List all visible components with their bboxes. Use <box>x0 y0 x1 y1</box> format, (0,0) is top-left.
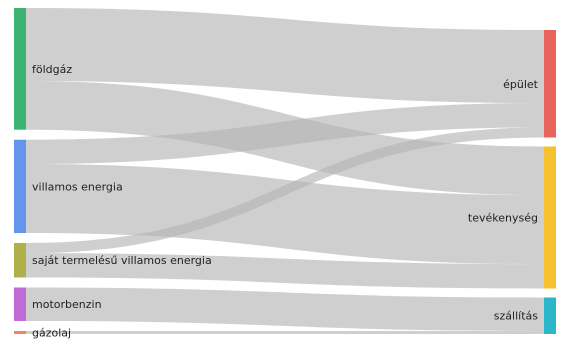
link-villamos-tevekenyseg[interactable] <box>26 164 544 265</box>
node-label-foldgaz: földgáz <box>32 63 72 76</box>
node-tevekenyseg[interactable] <box>544 146 556 289</box>
node-motorbenzin[interactable] <box>14 287 26 321</box>
link-villamos-epulet[interactable] <box>26 103 544 165</box>
sankey-labels: földgáz villamos energia saját termelésű v… <box>32 63 539 340</box>
node-label-motorbenzin: motorbenzin <box>32 298 102 311</box>
node-sajat[interactable] <box>14 243 26 278</box>
node-label-villamos: villamos energia <box>32 180 123 193</box>
node-villamos[interactable] <box>14 139 26 234</box>
sankey-nodes <box>14 8 556 334</box>
link-gazolaj-szallitas[interactable] <box>26 330 544 334</box>
node-label-epulet: épület <box>503 78 539 91</box>
node-gazolaj[interactable] <box>14 330 26 334</box>
sankey-links <box>26 8 544 334</box>
node-label-szallitas: szállítás <box>494 310 538 323</box>
link-foldgaz-epulet[interactable] <box>26 8 544 104</box>
node-szallitas[interactable] <box>544 297 556 334</box>
node-label-sajat: saját termelésű villamos energia <box>32 254 212 267</box>
link-motorbenzin-szallitas[interactable] <box>26 287 544 331</box>
node-label-gazolaj: gázolaj <box>32 326 71 339</box>
node-epulet[interactable] <box>544 30 556 138</box>
link-sajat-tevekenyseg[interactable] <box>26 253 544 289</box>
node-label-tevekenyseg: tevékenység <box>468 211 538 224</box>
link-sajat-epulet[interactable] <box>26 127 544 254</box>
node-foldgaz[interactable] <box>14 8 26 130</box>
